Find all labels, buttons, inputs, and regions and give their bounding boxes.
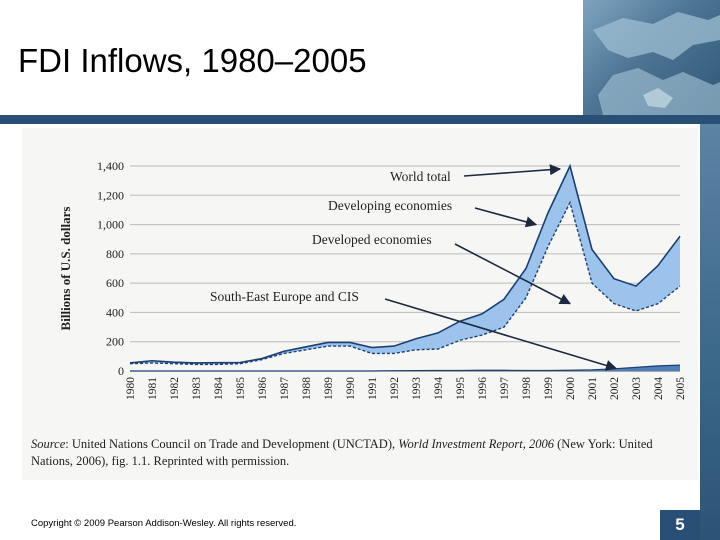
see-band bbox=[130, 365, 680, 371]
x-tick-label: 1980 bbox=[125, 377, 137, 400]
x-tick-label: 2001 bbox=[587, 377, 599, 400]
source-text-2: (New York: United Nations, 2006), fig. 1… bbox=[31, 437, 653, 468]
y-tick-label: 0 bbox=[118, 364, 124, 378]
x-tick-label: 1999 bbox=[543, 377, 555, 400]
y-axis-label: Billions of U.S. dollars bbox=[58, 207, 73, 331]
x-tick-label: 1996 bbox=[477, 377, 489, 400]
chart-annotation: Developing economies bbox=[328, 198, 452, 213]
world-total-line bbox=[129, 163, 681, 364]
x-tick-label: 2004 bbox=[653, 377, 665, 400]
x-tick-label: 1993 bbox=[411, 377, 423, 400]
slide-title: FDI Inflows, 1980–2005 bbox=[18, 42, 367, 79]
see-line bbox=[130, 364, 681, 372]
y-tick-label: 1,000 bbox=[97, 218, 124, 232]
x-tick-label: 1995 bbox=[455, 377, 467, 400]
chart-annotation: South-East Europe and CIS bbox=[210, 289, 359, 304]
y-tick-label: 1,200 bbox=[97, 188, 124, 202]
x-tick-label: 1998 bbox=[521, 377, 533, 400]
x-tick-label: 1985 bbox=[235, 377, 247, 400]
x-tick-label: 1997 bbox=[499, 377, 511, 400]
x-tick-label: 1991 bbox=[367, 377, 379, 400]
world-map-image bbox=[583, 0, 720, 115]
chart-annotation: Developed economies bbox=[312, 232, 432, 247]
x-tick-label: 2005 bbox=[675, 377, 687, 400]
x-tick-label: 1990 bbox=[345, 377, 357, 400]
y-tick-label: 1,400 bbox=[97, 159, 124, 173]
header-bar bbox=[0, 115, 720, 124]
source-label: Source bbox=[31, 437, 66, 451]
x-tick-label: 1987 bbox=[279, 377, 291, 400]
source-text-1: : United Nations Council on Trade and De… bbox=[65, 437, 399, 451]
annotation-arrow bbox=[454, 243, 571, 305]
x-tick-label: 1989 bbox=[323, 377, 335, 400]
x-tick-label: 1994 bbox=[433, 377, 445, 400]
source-italic-title: World Investment Report, 2006 bbox=[398, 437, 555, 451]
y-tick-label: 800 bbox=[106, 247, 124, 261]
annotation-arrow bbox=[384, 298, 618, 371]
developed-line bbox=[129, 200, 681, 366]
y-tick-label: 600 bbox=[106, 276, 124, 290]
chart-annotation: World total bbox=[390, 169, 451, 184]
annotation-arrow bbox=[474, 207, 538, 228]
x-tick-label: 1984 bbox=[213, 377, 225, 400]
y-tick-label: 400 bbox=[106, 305, 124, 319]
x-tick-label: 1982 bbox=[169, 377, 181, 400]
fdi-chart: 0 200 400 600 800 1,000 1,200 1,400 Billions of … bbox=[58, 159, 687, 400]
page-number: 5 bbox=[660, 510, 700, 540]
x-tick-label: 2003 bbox=[631, 377, 643, 400]
x-tick-label: 1986 bbox=[257, 377, 269, 400]
source-note: Source: United Nations Council on Trade … bbox=[31, 436, 681, 470]
x-tick-label: 1988 bbox=[301, 377, 313, 400]
chart-panel: 0 200 400 600 800 1,000 1,200 1,400 Billions of … bbox=[22, 128, 698, 480]
x-tick-label: 1992 bbox=[389, 377, 401, 400]
copyright-text: Copyright © 2009 Pearson Addison-Wesley.… bbox=[31, 518, 297, 529]
x-tick-label: 2000 bbox=[565, 377, 577, 400]
y-tick-label: 200 bbox=[106, 335, 124, 349]
x-tick-label: 1981 bbox=[147, 377, 159, 400]
x-tick-label: 2002 bbox=[609, 377, 621, 400]
side-decoration bbox=[700, 124, 720, 540]
x-tick-label: 1983 bbox=[191, 377, 203, 400]
annotation-arrow bbox=[463, 164, 562, 177]
